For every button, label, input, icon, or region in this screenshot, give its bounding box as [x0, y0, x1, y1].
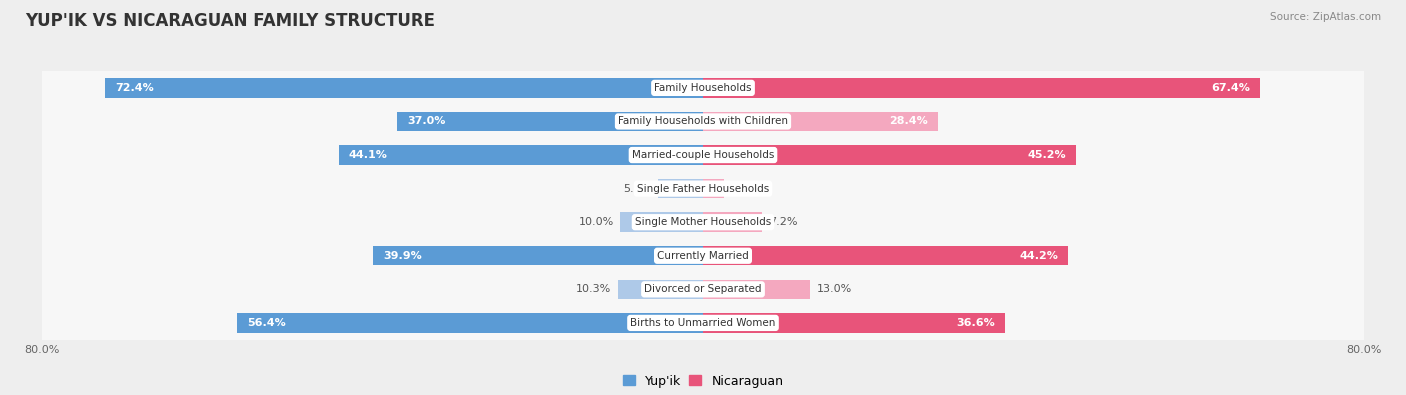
Text: 44.1%: 44.1% [349, 150, 388, 160]
FancyBboxPatch shape [38, 180, 1368, 265]
Bar [703, 246, 1069, 265]
FancyBboxPatch shape [38, 79, 1368, 162]
Bar [658, 179, 703, 198]
Text: Single Father Households: Single Father Households [637, 184, 769, 194]
Bar [703, 179, 724, 198]
Text: 72.4%: 72.4% [115, 83, 153, 93]
FancyBboxPatch shape [38, 146, 1368, 231]
FancyBboxPatch shape [38, 213, 1368, 298]
FancyBboxPatch shape [38, 45, 1368, 130]
FancyBboxPatch shape [38, 113, 1368, 198]
Bar [703, 145, 1077, 165]
Text: 2.6%: 2.6% [731, 184, 759, 194]
Text: Family Households with Children: Family Households with Children [619, 117, 787, 126]
Bar [703, 213, 762, 232]
Text: 5.4%: 5.4% [623, 184, 652, 194]
Text: Divorced or Separated: Divorced or Separated [644, 284, 762, 294]
Text: 10.3%: 10.3% [576, 284, 612, 294]
Bar [374, 246, 703, 265]
Legend: Yup'ik, Nicaraguan: Yup'ik, Nicaraguan [617, 370, 789, 393]
Bar [238, 313, 703, 333]
FancyBboxPatch shape [38, 45, 1368, 129]
Text: 36.6%: 36.6% [956, 318, 995, 328]
Bar [398, 112, 703, 131]
FancyBboxPatch shape [38, 280, 1368, 365]
Text: 37.0%: 37.0% [408, 117, 446, 126]
Text: Single Mother Households: Single Mother Households [636, 217, 770, 227]
Text: 7.2%: 7.2% [769, 217, 797, 227]
FancyBboxPatch shape [38, 247, 1368, 332]
Text: Married-couple Households: Married-couple Households [631, 150, 775, 160]
Bar [703, 78, 1260, 98]
Text: 56.4%: 56.4% [247, 318, 285, 328]
Text: 28.4%: 28.4% [889, 117, 928, 126]
Text: 45.2%: 45.2% [1028, 150, 1066, 160]
FancyBboxPatch shape [38, 146, 1368, 229]
Bar [703, 112, 938, 131]
FancyBboxPatch shape [38, 79, 1368, 164]
Text: Births to Unmarried Women: Births to Unmarried Women [630, 318, 776, 328]
FancyBboxPatch shape [38, 213, 1368, 297]
Text: Source: ZipAtlas.com: Source: ZipAtlas.com [1270, 12, 1381, 22]
Bar [703, 313, 1005, 333]
FancyBboxPatch shape [38, 113, 1368, 196]
Text: 13.0%: 13.0% [817, 284, 852, 294]
Text: 44.2%: 44.2% [1019, 251, 1059, 261]
Text: Currently Married: Currently Married [657, 251, 749, 261]
Text: Family Households: Family Households [654, 83, 752, 93]
Bar [105, 78, 703, 98]
Bar [703, 280, 810, 299]
FancyBboxPatch shape [38, 180, 1368, 263]
Bar [617, 280, 703, 299]
Text: 39.9%: 39.9% [384, 251, 422, 261]
Text: YUP'IK VS NICARAGUAN FAMILY STRUCTURE: YUP'IK VS NICARAGUAN FAMILY STRUCTURE [25, 12, 436, 30]
Bar [339, 145, 703, 165]
Bar [620, 213, 703, 232]
FancyBboxPatch shape [38, 247, 1368, 330]
FancyBboxPatch shape [38, 280, 1368, 364]
Text: 67.4%: 67.4% [1211, 83, 1250, 93]
Text: 10.0%: 10.0% [578, 217, 614, 227]
